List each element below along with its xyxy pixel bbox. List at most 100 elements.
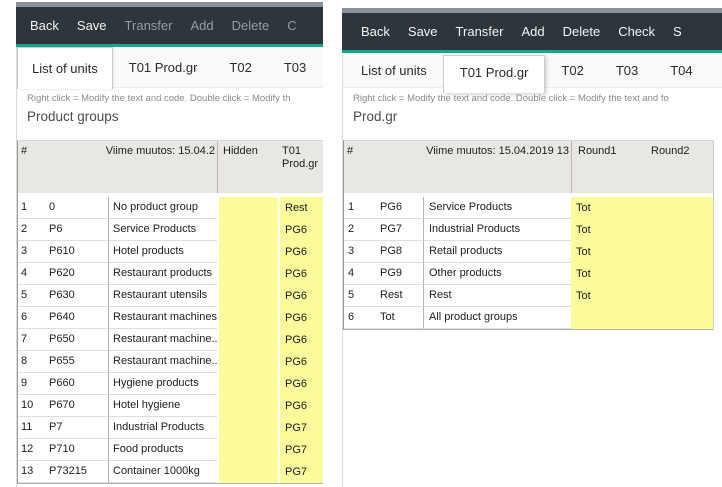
page-title: Product groups [27, 109, 119, 124]
menu-item-back[interactable]: Back [30, 18, 59, 33]
t01-cell[interactable]: Rest [280, 197, 323, 219]
t01-cell[interactable]: PG7 [280, 439, 323, 461]
menu-item-save[interactable]: Save [76, 18, 107, 33]
product-groups-table: # Viime muutos: 15.04.2 Hidden T01 Prod.… [17, 140, 323, 484]
hidden-cell[interactable] [219, 329, 278, 351]
table-header: # Viime muutos: 15.04.2 Hidden T01 Prod.… [18, 141, 323, 193]
table-row[interactable]: 1 PG6 Service Products Tot [344, 197, 713, 219]
col-header-hidden: Hidden [217, 141, 278, 193]
menu-item-save[interactable]: Save [407, 24, 438, 39]
tab-t03[interactable]: T03 [615, 62, 639, 78]
table-row[interactable]: 6 Tot All product groups [344, 307, 713, 329]
hidden-cell[interactable] [219, 373, 278, 395]
t01-cell[interactable]: PG6 [280, 351, 323, 373]
hidden-cell[interactable] [219, 417, 278, 439]
hidden-cell[interactable] [219, 395, 278, 417]
table-row[interactable]: 12 P710 Food products PG7 [18, 439, 323, 461]
table-row[interactable]: 11 P7 Industrial Products PG7 [18, 417, 323, 439]
usage-hint: Right click = Modify the text and code. … [353, 93, 669, 104]
tab-list-of-units[interactable]: List of units [361, 62, 427, 78]
col-header-last-modified: Viime muutos: 15.04.2 [105, 145, 215, 157]
hidden-cell[interactable] [219, 307, 278, 329]
col-header-round1: Round1 [578, 145, 617, 157]
tab-t03[interactable]: T03 [283, 59, 307, 75]
page-title: Prod.gr [353, 109, 398, 124]
tab-bar: List of units T01 Prod.gr T02 T03 [17, 47, 323, 89]
tab-t02[interactable]: T02 [229, 59, 252, 75]
t01-cell[interactable]: PG6 [280, 219, 323, 241]
col-header-last-modified: Viime muutos: 15.04.2019 13 [426, 145, 569, 157]
tab-t04[interactable]: T04 [670, 62, 693, 78]
menu-item-add[interactable]: Add [521, 24, 545, 39]
menu-item-back[interactable]: Back [361, 24, 390, 39]
menu-item-transfer[interactable]: Transfer [455, 24, 504, 39]
accent-divider [16, 44, 323, 47]
hidden-cell[interactable] [219, 219, 278, 241]
tab-t01-prodgr[interactable]: T01 Prod.gr [442, 55, 546, 93]
t01-cell[interactable]: PG6 [280, 241, 323, 263]
hidden-cell[interactable] [219, 461, 278, 483]
table-row[interactable]: 13 P73215 Container 1000kg PG7 [18, 461, 323, 483]
table-row[interactable]: 9 P660 Hygiene products PG6 [18, 373, 323, 395]
table-row[interactable]: 2 PG7 Industrial Products Tot [344, 219, 713, 241]
t01-cell[interactable]: PG6 [280, 263, 323, 285]
usage-hint: Right click = Modify the text and code. … [27, 93, 291, 104]
round-cell[interactable]: Tot [571, 197, 713, 219]
window-prodgr: Back Save Transfer Add Delete Check S Li… [342, 8, 722, 487]
table-row[interactable]: 7 P650 Restaurant machine... PG6 [18, 329, 323, 351]
hidden-cell[interactable] [219, 351, 278, 373]
prodgr-table: # Viime muutos: 15.04.2019 13 Round1 Rou… [343, 140, 714, 330]
window-content: List of units T01 Prod.gr T02 T03 Right … [16, 47, 323, 487]
table-row[interactable]: 5 Rest Rest Tot [344, 285, 713, 307]
toolbar: Back Save Transfer Add Delete Check S [342, 13, 722, 50]
col-header-t01-prodgr: T01 Prod.gr [282, 145, 319, 170]
round-cell[interactable] [571, 307, 713, 329]
menu-item-transfer[interactable]: Transfer [124, 18, 173, 33]
menu-item-check[interactable]: Check [618, 24, 656, 39]
menu-item-delete[interactable]: Delete [562, 24, 601, 39]
round-cell[interactable]: Tot [571, 263, 713, 285]
col-header-num: # [347, 145, 354, 157]
table-row[interactable]: 5 P630 Restaurant utensils PG6 [18, 285, 323, 307]
menu-item-add[interactable]: Add [190, 18, 214, 33]
t01-cell[interactable]: PG6 [280, 395, 323, 417]
tab-bar: List of units T01 Prod.gr T02 T03 T04 [343, 53, 722, 93]
window-top-edge [342, 8, 722, 13]
round-cell[interactable]: Tot [571, 285, 713, 307]
hidden-cell[interactable] [219, 285, 278, 307]
tab-t01-prodgr[interactable]: T01 Prod.gr [128, 59, 198, 75]
col-header-round2: Round2 [651, 145, 690, 157]
hidden-cell[interactable] [219, 263, 278, 285]
table-row[interactable]: 2 P6 Service Products PG6 [18, 219, 323, 241]
t01-cell[interactable]: PG7 [280, 417, 323, 439]
menu-item-settings[interactable]: S [673, 24, 682, 39]
table-row[interactable]: 4 P620 Restaurant products PG6 [18, 263, 323, 285]
hidden-cell[interactable] [219, 197, 278, 219]
window-content: List of units T01 Prod.gr T02 T03 T04 Ri… [342, 53, 722, 487]
hidden-cell[interactable] [219, 241, 278, 263]
table-row[interactable]: 8 P655 Restaurant machine... PG6 [18, 351, 323, 373]
table-row[interactable]: 4 PG9 Other products Tot [344, 263, 713, 285]
round-cell[interactable]: Tot [571, 241, 713, 263]
table-row[interactable]: 1 0 No product group Rest [18, 197, 323, 219]
table-row[interactable]: 10 P670 Hotel hygiene PG6 [18, 395, 323, 417]
round-cell[interactable]: Tot [571, 219, 713, 241]
accent-divider [342, 50, 722, 53]
t01-cell[interactable]: PG6 [280, 285, 323, 307]
t01-cell[interactable]: PG7 [280, 461, 323, 483]
tab-t02[interactable]: T02 [561, 62, 584, 78]
col-header-num: # [21, 145, 28, 157]
t01-cell[interactable]: PG6 [280, 373, 323, 395]
t01-cell[interactable]: PG6 [280, 307, 323, 329]
t01-cell[interactable]: PG6 [280, 329, 323, 351]
tab-list-of-units[interactable]: List of units [17, 47, 113, 89]
table-row[interactable]: 6 P640 Restaurant machines PG6 [18, 307, 323, 329]
hidden-cell[interactable] [219, 439, 278, 461]
table-row[interactable]: 3 P610 Hotel products PG6 [18, 241, 323, 263]
menu-item-delete[interactable]: Delete [231, 18, 270, 33]
toolbar: Back Save Transfer Add Delete C [16, 7, 323, 44]
menu-item-check[interactable]: C [287, 18, 297, 33]
table-body: 1 PG6 Service Products Tot 2 PG7 Industr… [344, 197, 713, 330]
table-row[interactable]: 3 PG8 Retail products Tot [344, 241, 713, 263]
